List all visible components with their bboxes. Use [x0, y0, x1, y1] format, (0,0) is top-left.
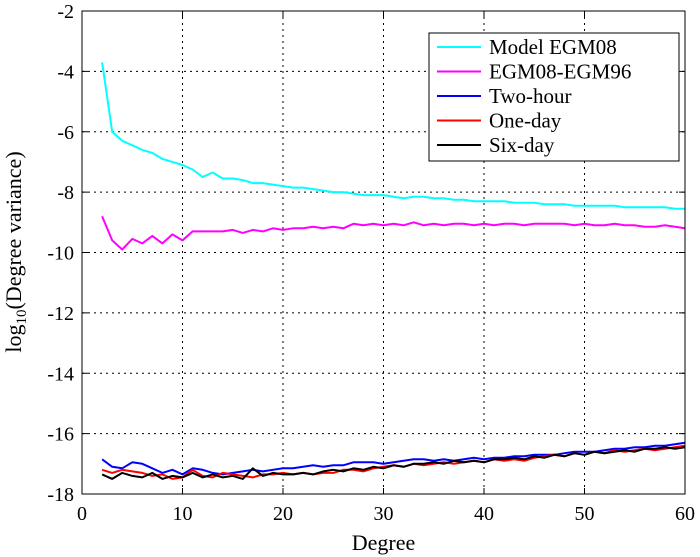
y-tick-label: -6 — [57, 122, 74, 144]
grid — [82, 11, 685, 494]
x-tick-label: 20 — [273, 503, 293, 525]
x-tick-label: 50 — [575, 503, 595, 525]
x-tick-label: 60 — [675, 503, 695, 525]
legend-label-model-egm08: Model EGM08 — [489, 35, 617, 59]
series-line-two-hour — [101, 441, 686, 476]
y-tick-label: -8 — [57, 182, 74, 204]
legend: Model EGM08EGM08-EGM96Two-hourOne-daySix… — [428, 32, 680, 162]
y-tick-label: -18 — [47, 484, 74, 506]
y-tick-label: -16 — [47, 424, 74, 446]
series-line-six-day — [101, 446, 686, 480]
series-line-model-egm08 — [101, 62, 685, 210]
series-line-egm08-egm96 — [101, 215, 686, 251]
x-tick-label: 10 — [173, 503, 193, 525]
x-tick-label: 40 — [474, 503, 494, 525]
axis-ticks: 0 10 20 30 40 50 60 -18 -16 -14 -12 -10 -8 -6 -4 -2 — [47, 1, 695, 525]
y-axis-label-prefix: log — [1, 325, 26, 353]
y-axis-label-subscript: 10 — [14, 310, 30, 325]
x-axis-label: Degree — [352, 530, 416, 555]
x-tick-label: 30 — [374, 503, 394, 525]
y-tick-label: -14 — [47, 363, 74, 385]
legend-label-one-day: One-day — [489, 109, 562, 133]
y-tick-label: -10 — [47, 243, 74, 265]
series-group — [101, 62, 686, 480]
y-tick-label: -2 — [57, 1, 74, 23]
y-axis-label: log10(Degree variance) — [1, 151, 30, 352]
legend-label-six-day: Six-day — [489, 133, 555, 157]
y-tick-label: -12 — [47, 303, 74, 325]
y-tick-label: -4 — [57, 61, 74, 83]
legend-label-egm08-egm96: EGM08-EGM96 — [489, 60, 631, 84]
legend-label-two-hour: Two-hour — [489, 84, 572, 108]
y-axis-label-suffix: (Degree variance) — [1, 151, 26, 309]
x-tick-label: 0 — [77, 503, 87, 525]
